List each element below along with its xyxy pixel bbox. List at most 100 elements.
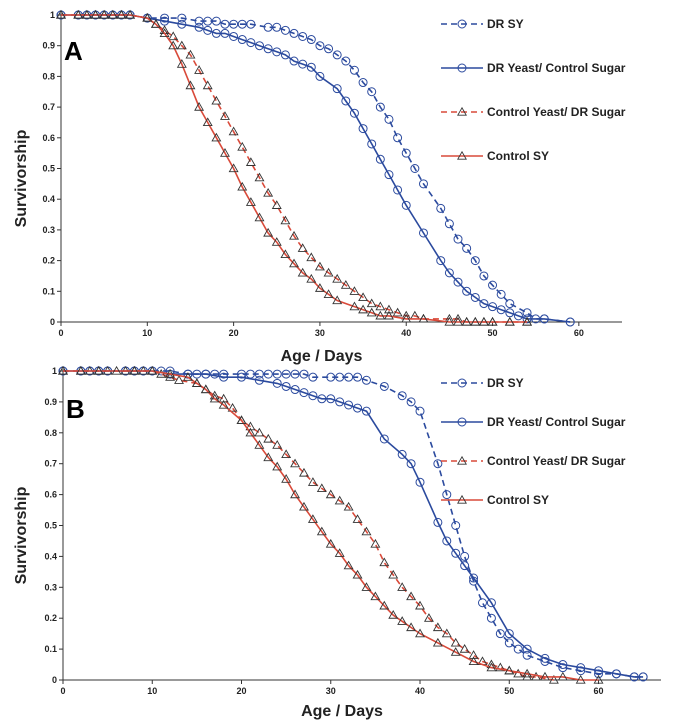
data-point — [539, 671, 550, 681]
data-point — [479, 271, 489, 281]
data-point — [306, 62, 316, 72]
data-point — [397, 449, 407, 459]
data-point — [219, 369, 229, 379]
x-tick-label: 40 — [401, 328, 411, 338]
data-point — [237, 181, 248, 191]
x-tick-label: 20 — [236, 686, 246, 696]
data-point — [229, 31, 239, 41]
data-point — [245, 157, 256, 166]
x-tick-label: 10 — [147, 686, 157, 696]
legend-item: Control SY — [441, 149, 549, 163]
data-point — [335, 397, 345, 407]
data-point — [540, 656, 550, 666]
data-point — [290, 489, 301, 499]
legend-item: DR Yeast/ Control Sugar — [441, 61, 626, 75]
data-point — [576, 666, 586, 676]
data-point — [548, 674, 559, 684]
data-point — [237, 369, 247, 379]
data-point — [280, 25, 290, 35]
x-tick-label: 0 — [58, 328, 63, 338]
data-point — [281, 474, 292, 483]
data-point — [289, 230, 300, 240]
data-point — [58, 365, 68, 375]
data-point — [290, 369, 300, 379]
data-point — [367, 87, 377, 97]
x-tick-label: 0 — [60, 686, 65, 696]
data-point — [176, 59, 187, 68]
data-point — [290, 458, 301, 468]
data-point — [558, 660, 568, 670]
x-axis-title: Age / Days — [301, 703, 383, 720]
x-axis-title: Age / Days — [281, 348, 363, 365]
legend-item: DR SY — [441, 17, 524, 31]
y-tick-label: 0.5 — [44, 521, 57, 531]
data-point — [316, 526, 327, 536]
data-point — [442, 490, 452, 500]
data-point — [220, 111, 230, 120]
data-point — [297, 243, 308, 252]
data-point — [254, 369, 264, 379]
data-point — [209, 393, 220, 403]
data-point — [160, 13, 170, 23]
series-line — [61, 14, 571, 323]
data-point — [90, 9, 101, 19]
data-point — [451, 521, 461, 530]
data-point — [470, 292, 480, 302]
data-point — [575, 674, 586, 684]
data-point — [444, 316, 455, 326]
data-point — [263, 187, 274, 197]
data-point — [116, 9, 127, 19]
data-point — [349, 108, 359, 118]
data-point — [444, 219, 454, 229]
data-point — [459, 643, 470, 653]
chart-panel-a: 00.10.20.30.40.50.60.70.80.910 10 20 30 40 50… — [13, 9, 626, 365]
data-point — [461, 316, 472, 326]
data-point — [315, 41, 325, 51]
data-point — [165, 368, 176, 378]
data-point — [317, 394, 327, 404]
data-point — [194, 22, 204, 32]
data-point — [254, 427, 265, 437]
data-point — [237, 372, 247, 382]
data-point — [142, 12, 153, 22]
data-point — [280, 249, 291, 259]
data-point — [540, 653, 550, 663]
data-point — [504, 665, 515, 675]
data-point — [263, 44, 273, 54]
data-point — [406, 397, 416, 407]
data-point — [341, 56, 351, 66]
data-point — [415, 406, 425, 416]
data-point — [81, 9, 92, 19]
data-point — [418, 313, 429, 323]
data-point — [237, 141, 248, 151]
data-point — [272, 440, 283, 449]
legend-item: Control Yeast/ DR Sugar — [441, 454, 626, 468]
data-point — [486, 598, 496, 608]
legend-marker — [457, 19, 467, 29]
legend: DR SY DR Yeast/ Control Sugar Control Yeas… — [441, 376, 626, 507]
data-point — [236, 415, 247, 425]
data-point — [361, 406, 371, 416]
data-point — [237, 19, 247, 29]
data-point — [93, 365, 104, 375]
y-tick-label: 0.3 — [44, 582, 57, 592]
data-point — [397, 616, 408, 625]
data-point — [522, 314, 532, 324]
data-point — [325, 489, 336, 499]
data-point — [401, 313, 412, 323]
data-point — [325, 538, 336, 548]
data-point — [168, 40, 179, 50]
data-point — [442, 536, 452, 546]
data-point — [522, 308, 532, 318]
data-point — [174, 375, 185, 384]
data-point — [229, 19, 239, 29]
x-tick-label: 10 — [142, 328, 152, 338]
y-tick-label: 0.2 — [42, 256, 55, 266]
data-point — [203, 25, 213, 35]
data-point — [306, 35, 316, 45]
data-point — [75, 365, 86, 375]
data-point — [450, 637, 461, 647]
data-point — [410, 164, 420, 173]
data-point — [460, 561, 470, 571]
data-point — [495, 629, 505, 639]
